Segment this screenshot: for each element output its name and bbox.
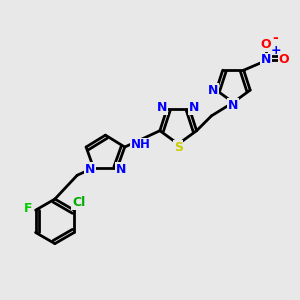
Text: Cl: Cl <box>72 196 85 209</box>
Text: NH: NH <box>131 138 151 151</box>
Text: N: N <box>189 101 199 114</box>
Text: N: N <box>116 163 126 176</box>
Text: N: N <box>228 99 238 112</box>
Text: +: + <box>271 44 281 57</box>
Text: N: N <box>85 163 95 176</box>
Text: S: S <box>174 140 183 154</box>
Text: O: O <box>261 38 271 51</box>
Text: N: N <box>157 101 168 114</box>
Text: -: - <box>272 31 278 45</box>
Text: N: N <box>208 84 218 97</box>
Text: O: O <box>278 53 289 66</box>
Text: N: N <box>261 53 271 66</box>
Text: F: F <box>24 202 32 215</box>
